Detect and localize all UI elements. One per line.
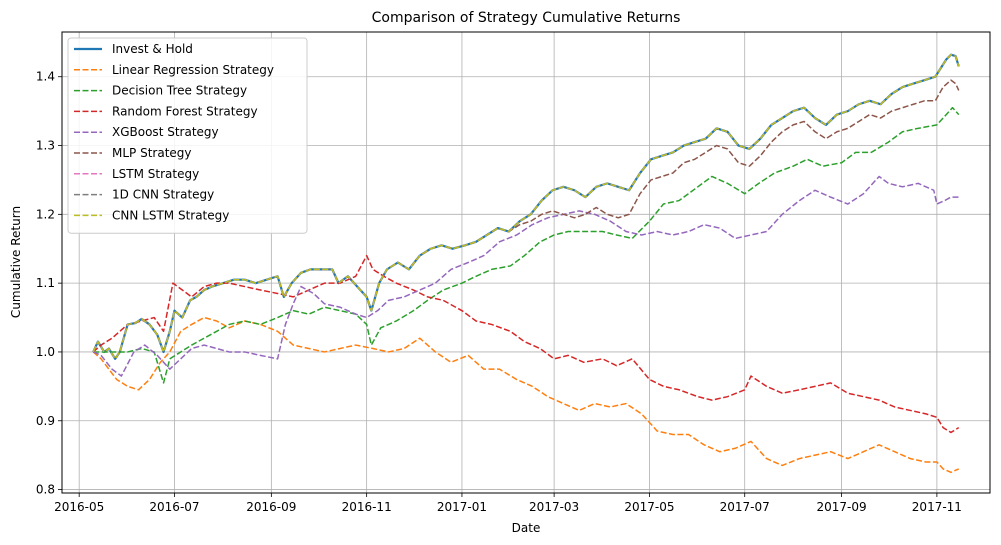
series-line-8 [92, 53, 960, 360]
legend-label: Invest & Hold [112, 42, 193, 56]
x-tick-label: 2017-11 [912, 500, 962, 514]
series-line-3 [92, 254, 960, 434]
y-tick-label: 1.4 [36, 70, 55, 84]
series-line-1 [92, 316, 960, 474]
x-tick-label: 2017-09 [817, 500, 867, 514]
y-tick-label: 1.3 [36, 139, 55, 153]
x-tick-label: 2016-11 [342, 500, 392, 514]
x-tick-label: 2016-07 [149, 500, 199, 514]
x-tick-layer: 2016-05 2016-07 2016-09 2016-11 2017-01 2017-… [54, 493, 962, 514]
legend-label: Random Forest Strategy [112, 104, 258, 118]
x-tick-label: 2017-05 [624, 500, 674, 514]
x-axis-label: Date [512, 521, 541, 535]
series-line-4 [92, 175, 959, 377]
x-tick-label: 2017-03 [529, 500, 579, 514]
x-tick-label: 2017-07 [720, 500, 770, 514]
y-tick-label: 1.0 [36, 345, 55, 359]
legend-label: XGBoost Strategy [112, 125, 219, 139]
legend-label: Linear Regression Strategy [112, 63, 274, 77]
legend: Invest & Hold Linear Regression Strategy D… [67, 37, 308, 234]
y-tick-label: 0.8 [36, 483, 55, 497]
legend-label: 1D CNN Strategy [112, 188, 214, 202]
plot-frame [61, 31, 991, 494]
legend-label: MLP Strategy [112, 146, 192, 160]
series-line-2 [93, 106, 960, 384]
legend-box [67, 37, 308, 234]
legend-label: Decision Tree Strategy [112, 84, 247, 98]
legend-label: CNN LSTM Strategy [112, 208, 229, 222]
y-axis-label: Cumulative Return [9, 206, 23, 318]
y-tick-label: 1.2 [36, 207, 55, 221]
series-layer [92, 53, 960, 474]
legend-label: LSTM Strategy [112, 167, 199, 181]
chart-title: Comparison of Strategy Cumulative Return… [372, 10, 681, 26]
y-tick-label: 1.1 [36, 276, 55, 290]
y-tick-label: 0.9 [36, 414, 55, 428]
grid-layer [62, 32, 990, 493]
y-tick-layer: 0.8 0.9 1.0 1.1 1.2 1.3 1.4 [36, 70, 62, 497]
x-tick-label: 2017-01 [437, 500, 487, 514]
x-tick-label: 2016-09 [246, 500, 296, 514]
x-tick-label: 2016-05 [54, 500, 104, 514]
